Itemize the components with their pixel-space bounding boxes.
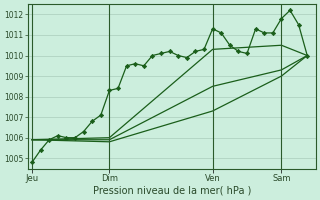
X-axis label: Pression niveau de la mer( hPa ): Pression niveau de la mer( hPa ) bbox=[92, 186, 251, 196]
